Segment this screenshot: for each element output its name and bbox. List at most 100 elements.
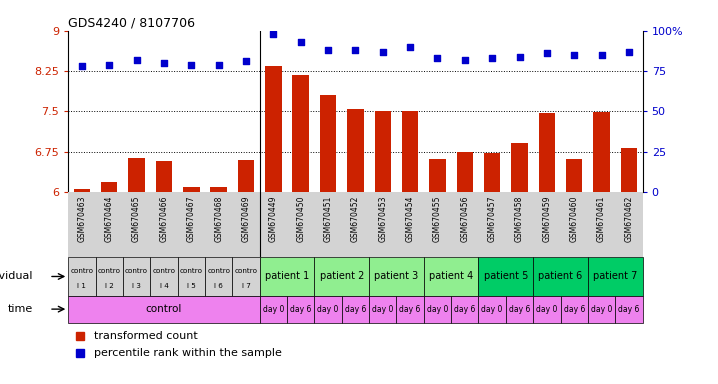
Bar [533, 257, 588, 296]
Point [596, 52, 607, 58]
Bar [129, 158, 145, 192]
Bar [233, 257, 260, 296]
Bar [424, 257, 478, 296]
Bar [314, 296, 342, 323]
Bar [369, 296, 396, 323]
Text: day 6: day 6 [618, 305, 640, 314]
Text: time: time [7, 304, 32, 314]
Bar [95, 257, 123, 296]
Bar [156, 161, 172, 192]
Text: GSM670464: GSM670464 [105, 195, 113, 242]
Text: GDS4240 / 8107706: GDS4240 / 8107706 [68, 17, 195, 30]
Point [241, 58, 252, 65]
Bar [260, 257, 314, 296]
Text: GSM670465: GSM670465 [132, 195, 141, 242]
Point [486, 55, 498, 61]
Text: GSM670455: GSM670455 [433, 195, 442, 242]
Bar [593, 113, 610, 192]
Point [322, 47, 334, 53]
Bar [621, 148, 637, 192]
Text: contro: contro [180, 268, 202, 274]
Text: contro: contro [98, 268, 121, 274]
Text: GSM670461: GSM670461 [597, 195, 606, 242]
Text: l 6: l 6 [214, 283, 223, 289]
Bar [68, 296, 260, 323]
Bar [320, 95, 336, 192]
Text: day 6: day 6 [509, 305, 530, 314]
Text: day 0: day 0 [372, 305, 393, 314]
Text: patient 2: patient 2 [320, 271, 364, 281]
Text: day 6: day 6 [345, 305, 366, 314]
Text: GSM670463: GSM670463 [78, 195, 86, 242]
Text: day 0: day 0 [263, 305, 284, 314]
Text: GSM670457: GSM670457 [488, 195, 497, 242]
Bar [533, 296, 561, 323]
Text: GSM670454: GSM670454 [406, 195, 414, 242]
Bar [260, 296, 287, 323]
Point [541, 50, 553, 56]
Bar [484, 153, 500, 192]
Point [131, 57, 142, 63]
Point [103, 61, 115, 68]
Bar [265, 66, 281, 192]
Bar [396, 296, 424, 323]
Text: GSM670456: GSM670456 [460, 195, 470, 242]
Point [350, 47, 361, 53]
Text: l 5: l 5 [187, 283, 196, 289]
Bar [451, 296, 478, 323]
Text: GSM670449: GSM670449 [269, 195, 278, 242]
Text: patient 1: patient 1 [265, 271, 309, 281]
Text: individual: individual [0, 271, 32, 281]
Bar [150, 257, 177, 296]
Text: GSM670460: GSM670460 [569, 195, 579, 242]
Point [213, 61, 225, 68]
Text: GSM670466: GSM670466 [159, 195, 169, 242]
Text: GSM670459: GSM670459 [542, 195, 551, 242]
Text: day 0: day 0 [482, 305, 503, 314]
Bar [424, 296, 451, 323]
Text: day 0: day 0 [536, 305, 558, 314]
Point [158, 60, 169, 66]
Bar [210, 187, 227, 192]
Text: l 4: l 4 [159, 283, 169, 289]
Bar [478, 296, 506, 323]
Point [76, 63, 88, 69]
Bar [238, 160, 254, 192]
Text: day 6: day 6 [290, 305, 312, 314]
Bar [588, 257, 643, 296]
Bar [287, 296, 314, 323]
Point [185, 61, 197, 68]
Point [268, 31, 279, 37]
Text: GSM670468: GSM670468 [214, 195, 223, 242]
Point [514, 53, 526, 60]
Text: l 2: l 2 [105, 283, 113, 289]
Bar [538, 113, 555, 192]
Point [623, 49, 635, 55]
Text: contro: contro [70, 268, 93, 274]
Text: GSM670467: GSM670467 [187, 195, 196, 242]
Bar [615, 296, 643, 323]
Text: patient 3: patient 3 [374, 271, 419, 281]
Text: contro: contro [152, 268, 175, 274]
Text: GSM670458: GSM670458 [515, 195, 524, 242]
Text: day 0: day 0 [591, 305, 612, 314]
Bar [74, 189, 90, 192]
Text: contro: contro [125, 268, 148, 274]
Text: control: control [146, 304, 182, 314]
Text: GSM670450: GSM670450 [297, 195, 305, 242]
Bar [511, 142, 528, 192]
Point [459, 57, 470, 63]
Text: GSM670469: GSM670469 [241, 195, 251, 242]
Bar [588, 296, 615, 323]
Text: patient 6: patient 6 [538, 271, 583, 281]
Bar [123, 257, 150, 296]
Point [295, 39, 307, 45]
Text: GSM670452: GSM670452 [351, 195, 360, 242]
Point [377, 49, 388, 55]
Text: day 6: day 6 [399, 305, 421, 314]
Text: patient 4: patient 4 [429, 271, 473, 281]
Bar [68, 257, 95, 296]
Bar [177, 257, 205, 296]
Bar [292, 75, 309, 192]
Point [404, 44, 416, 50]
